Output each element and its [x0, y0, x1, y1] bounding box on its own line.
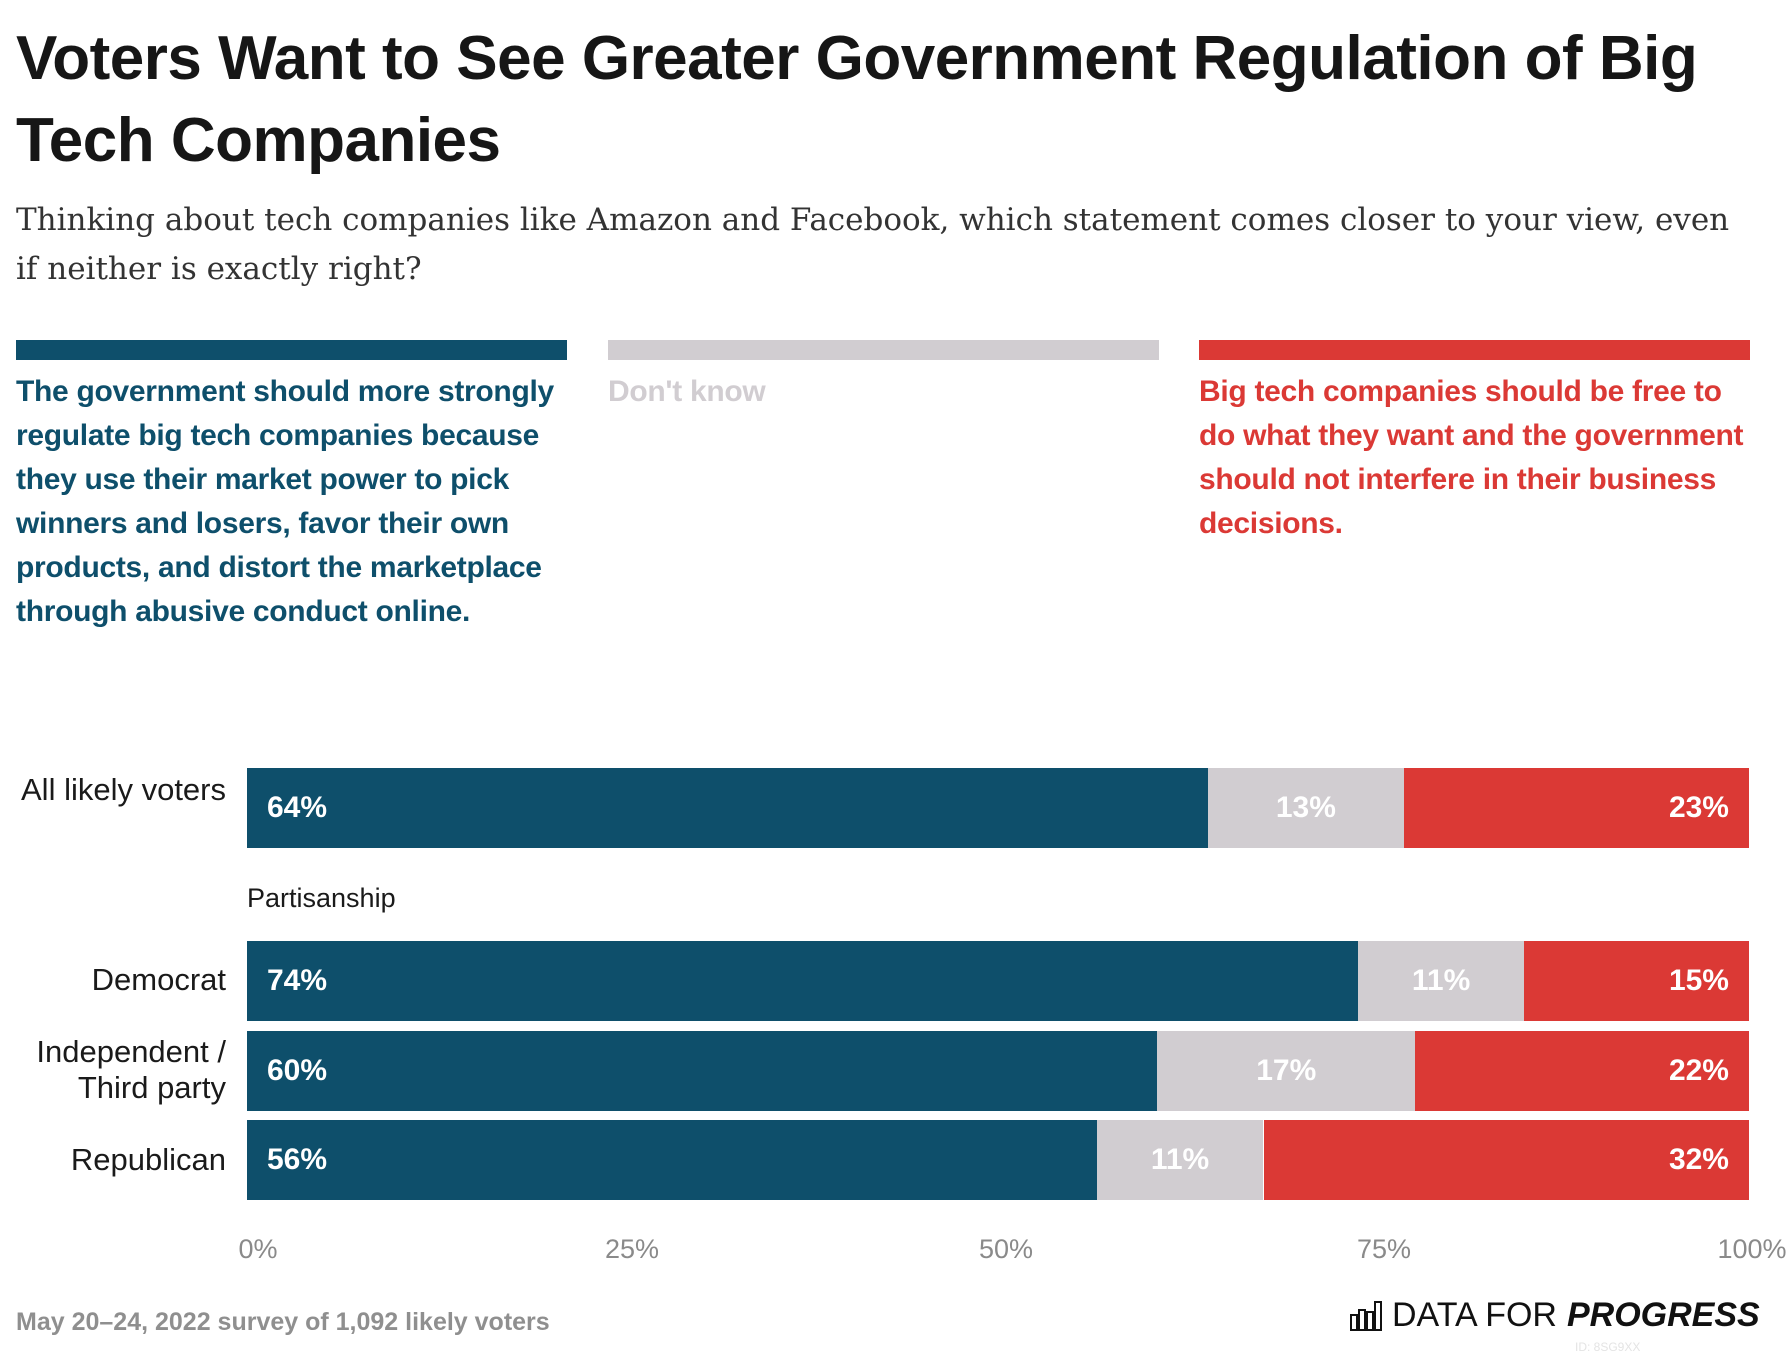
data-label: 60% [267, 1054, 328, 1087]
data-label: 11% [1411, 964, 1471, 997]
legend-item-dont-know: Don't know [608, 340, 1159, 414]
logo-text-bold: PROGRESS [1566, 1296, 1760, 1334]
logo: DATA FOR PROGRESS [1350, 1296, 1760, 1335]
bar-segment-dont-know [1096, 1120, 1264, 1200]
row-label: Republican [70, 1142, 226, 1177]
legend-label: Don't know [608, 375, 766, 408]
legend-item-regulate: The government should more strongly regu… [16, 340, 567, 634]
chart-id: ID: 8SG9XX [1575, 1340, 1641, 1354]
x-tick-label: 50% [978, 1234, 1034, 1264]
data-label: 64% [267, 791, 328, 824]
bar-segment-dont-know [1157, 1031, 1416, 1111]
logo-text-light: DATA FOR [1392, 1296, 1557, 1334]
data-label: 11% [1150, 1143, 1210, 1176]
data-label: 15% [1668, 964, 1729, 997]
bar-segment-free [1415, 1031, 1749, 1111]
bar-segment-regulate [247, 768, 1209, 848]
legend-label: The government should more strongly regu… [16, 375, 554, 628]
x-tick-label: 0% [238, 1234, 278, 1264]
data-label: 13% [1275, 791, 1336, 824]
legend-label: Big tech companies should be free to do … [1199, 375, 1744, 540]
source-note: May 20–24, 2022 survey of 1,092 likely v… [16, 1308, 550, 1336]
data-label: 32% [1668, 1143, 1729, 1176]
row-label: Independent / Third party [36, 1034, 226, 1105]
x-tick-label: 100% [1717, 1234, 1787, 1264]
chart-title: Voters Want to See Greater Government Re… [16, 24, 1698, 175]
legend-swatch [16, 340, 567, 360]
data-label: 22% [1668, 1054, 1729, 1087]
bar-segment-dont-know [1358, 941, 1524, 1021]
row-label: All likely voters [21, 772, 226, 807]
data-label: 23% [1668, 791, 1729, 824]
bar-segment-regulate [247, 1031, 1158, 1111]
group-label: Partisanship [247, 883, 396, 913]
bar-segment-regulate [247, 1120, 1097, 1200]
legend-swatch [1199, 340, 1750, 360]
row-label: Democrat [91, 962, 226, 997]
x-tick-label: 25% [604, 1234, 660, 1264]
bar-segment-free [1403, 768, 1749, 848]
x-tick-label: 75% [1356, 1234, 1412, 1264]
data-label: 74% [267, 964, 328, 997]
bar-segment-regulate [247, 941, 1359, 1021]
chart-subtitle: Thinking about tech companies like Amazo… [16, 202, 1730, 287]
bar-chart-icon [1350, 1300, 1382, 1331]
data-label: 56% [267, 1143, 328, 1176]
bar-segment-free [1523, 941, 1749, 1021]
bar-segment-dont-know [1208, 768, 1404, 848]
legend-item-free: Big tech companies should be free to do … [1199, 340, 1750, 546]
legend-swatch [608, 340, 1159, 360]
bar-segment-free [1263, 1120, 1749, 1200]
data-label: 17% [1256, 1054, 1317, 1087]
